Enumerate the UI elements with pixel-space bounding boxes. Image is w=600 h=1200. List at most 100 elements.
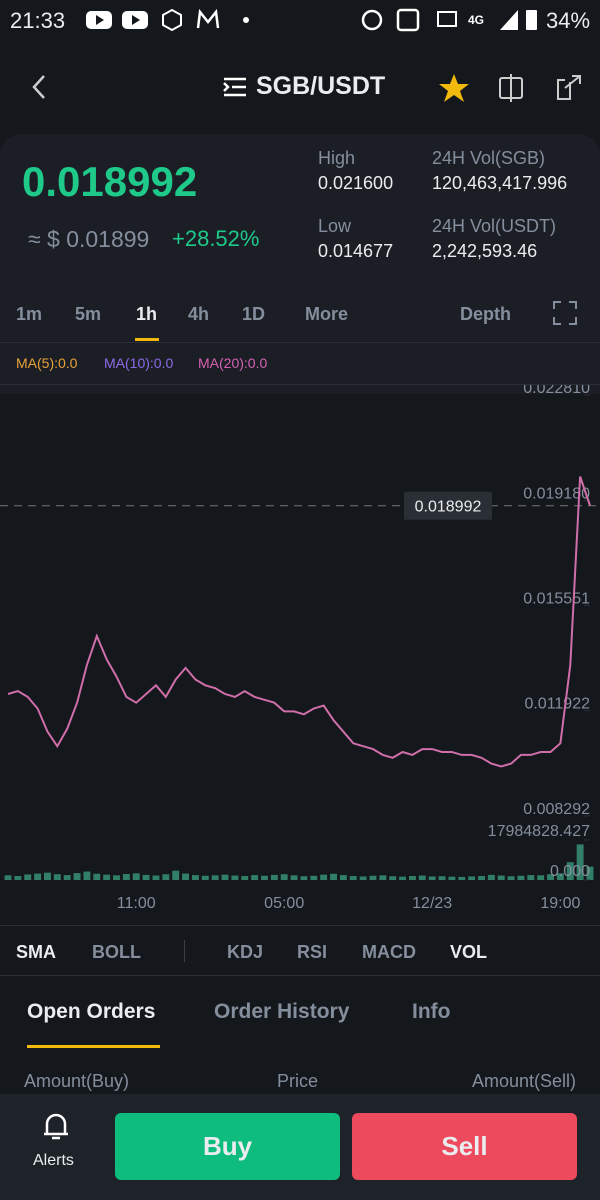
tab[interactable]: Info bbox=[412, 1000, 451, 1023]
indicator-active[interactable]: SMA bbox=[16, 942, 56, 962]
volume-bar bbox=[113, 875, 120, 880]
last-price-label: 0.018992 bbox=[415, 499, 482, 516]
volume-bar bbox=[369, 875, 377, 880]
volume-tick-label: 0.000 bbox=[550, 863, 590, 880]
indicator[interactable]: KDJ bbox=[227, 942, 264, 962]
last-price: 0.018992 bbox=[22, 158, 198, 205]
volume-bar bbox=[428, 876, 436, 880]
volume-bar bbox=[53, 874, 61, 880]
volume-bar bbox=[152, 875, 160, 880]
interval[interactable]: 1D bbox=[242, 304, 266, 324]
divider bbox=[0, 342, 600, 343]
volume-bar bbox=[547, 874, 554, 880]
column-header: Price bbox=[277, 1071, 319, 1091]
alerts-icon[interactable] bbox=[42, 1110, 70, 1142]
volume-bar bbox=[507, 876, 515, 880]
tab[interactable]: Order History bbox=[214, 1000, 350, 1023]
volume-bar bbox=[172, 870, 180, 880]
y-tick-label: 0.011922 bbox=[524, 696, 590, 713]
volume-bar bbox=[83, 871, 91, 880]
volume-bar bbox=[556, 873, 564, 880]
y-tick-label: 0.019180 bbox=[523, 485, 590, 502]
interval[interactable]: 1m bbox=[16, 304, 43, 324]
volume-bar bbox=[458, 876, 466, 880]
indicator[interactable]: BOLL bbox=[92, 942, 141, 962]
sell-button[interactable]: Sell bbox=[352, 1113, 577, 1180]
tab-active[interactable]: Open Orders bbox=[27, 1000, 156, 1023]
volume-bar bbox=[182, 873, 190, 880]
volume-bar bbox=[122, 873, 130, 880]
volume-bar bbox=[44, 872, 51, 880]
volume-bar bbox=[93, 873, 101, 880]
volume-bar bbox=[290, 875, 298, 880]
x-tick-label: 11:00 bbox=[117, 895, 156, 912]
interval-active[interactable]: 1h bbox=[136, 304, 158, 324]
volume-bar bbox=[408, 875, 416, 880]
pair-title[interactable]: SGB/USDT bbox=[256, 72, 386, 100]
volume-bar bbox=[487, 874, 495, 880]
indicator[interactable]: MACD bbox=[362, 942, 416, 962]
vol: 120,463,417.996 bbox=[432, 173, 568, 193]
status-time: 21:33 bbox=[10, 8, 66, 33]
volume-bar bbox=[280, 874, 288, 880]
high-label: High bbox=[318, 148, 356, 168]
active-underline bbox=[135, 338, 159, 341]
status-right-icons: 4G bbox=[361, 8, 537, 32]
volume-bar bbox=[310, 875, 318, 880]
high: 0.021600 bbox=[318, 173, 394, 193]
battery: 34% bbox=[546, 8, 591, 33]
volume-bar bbox=[399, 876, 407, 880]
indicator[interactable]: RSI bbox=[297, 942, 328, 962]
volume-bar bbox=[468, 876, 476, 880]
interval[interactable]: 4h bbox=[188, 304, 210, 324]
volume-bar bbox=[330, 873, 337, 880]
y-tick-label: 0.015551 bbox=[523, 591, 590, 608]
header-actions[interactable] bbox=[438, 72, 588, 104]
buy-button[interactable]: Buy bbox=[115, 1113, 340, 1180]
volume-bar bbox=[359, 876, 367, 880]
volume-bar bbox=[576, 844, 584, 880]
volume-bar bbox=[438, 876, 446, 880]
depth[interactable]: Depth bbox=[460, 304, 511, 324]
x-tick-label: 12/23 bbox=[412, 895, 452, 912]
y-tick-label: 0.008292 bbox=[523, 801, 590, 818]
volume-bar bbox=[63, 875, 71, 880]
volume-bar bbox=[73, 873, 81, 880]
ticker-panel bbox=[0, 134, 600, 394]
volume-bar bbox=[191, 875, 199, 880]
menu-icon[interactable] bbox=[222, 76, 250, 98]
indicator-active[interactable]: VOL bbox=[450, 942, 488, 962]
volume-bar bbox=[221, 874, 229, 880]
volume-bar bbox=[379, 875, 387, 880]
volume-bar bbox=[527, 875, 535, 880]
vol-usdt-label: 24H Vol(USDT) bbox=[432, 216, 557, 236]
usd-price: ≈ $ 0.01899 bbox=[28, 226, 150, 252]
change: +28.52% bbox=[172, 226, 260, 251]
low-label: Low bbox=[318, 216, 352, 236]
column-header: Amount(Sell) bbox=[471, 1071, 576, 1091]
x-tick-label: 19:00 bbox=[540, 895, 580, 912]
volume-bar bbox=[24, 874, 32, 880]
interval-more[interactable]: More bbox=[305, 304, 349, 324]
volume-bar bbox=[162, 874, 170, 880]
volume-bar bbox=[537, 875, 545, 880]
chart: 0.022810 0.019180 0.015551 0.011922 0.008292… bbox=[0, 385, 600, 912]
volume-bar bbox=[261, 875, 268, 880]
volume-bar bbox=[132, 873, 140, 880]
svg-text:4G: 4G bbox=[468, 13, 484, 27]
back-button[interactable] bbox=[28, 72, 52, 102]
low: 0.014677 bbox=[318, 241, 394, 261]
volume-bar bbox=[497, 875, 505, 880]
alerts[interactable]: Alerts bbox=[33, 1152, 74, 1169]
volume-bar bbox=[251, 875, 259, 880]
divider bbox=[0, 384, 600, 385]
price-line bbox=[7, 476, 591, 768]
volume-bar bbox=[270, 874, 278, 880]
tab-underline bbox=[27, 1045, 160, 1048]
ma-legend: MA(5):0.0 bbox=[16, 355, 78, 371]
interval[interactable]: 5m bbox=[75, 304, 102, 324]
fullscreen[interactable] bbox=[552, 300, 578, 326]
volume-bar bbox=[478, 875, 485, 880]
ma-legend: MA(20):0.0 bbox=[198, 355, 268, 371]
